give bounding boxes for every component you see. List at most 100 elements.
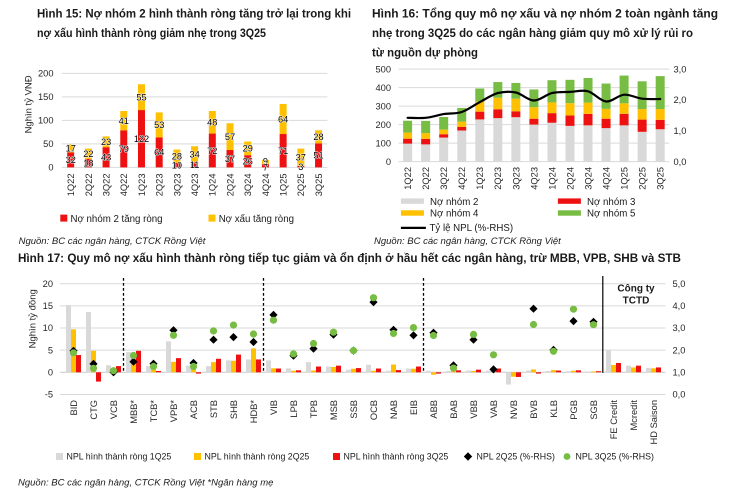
- svg-text:4Q23: 4Q23: [529, 167, 539, 190]
- svg-text:2Q23: 2Q23: [493, 167, 503, 190]
- svg-text:Nghìn tỷ đồng: Nghìn tỷ đồng: [28, 289, 39, 348]
- svg-text:1Q25: 1Q25: [279, 174, 289, 197]
- svg-text:TCB*: TCB*: [149, 400, 159, 423]
- svg-text:TPB: TPB: [309, 400, 319, 418]
- svg-text:Nghìn tỷ VNĐ: Nghìn tỷ VNĐ: [24, 75, 35, 133]
- svg-text:SHB: SHB: [229, 400, 239, 419]
- svg-text:KLB: KLB: [549, 400, 559, 418]
- svg-text:Nợ nhóm 5: Nợ nhóm 5: [587, 209, 635, 220]
- svg-text:1,0: 1,0: [674, 126, 687, 136]
- svg-text:1Q23: 1Q23: [137, 174, 147, 197]
- svg-text:HDB*: HDB*: [249, 400, 259, 424]
- svg-text:48: 48: [207, 118, 217, 128]
- svg-text:4Q23: 4Q23: [190, 174, 200, 197]
- svg-text:VIB: VIB: [269, 400, 279, 415]
- svg-text:17: 17: [66, 144, 76, 154]
- svg-text:3Q23: 3Q23: [172, 174, 182, 197]
- svg-text:FE Credit: FE Credit: [609, 400, 619, 440]
- svg-text:ABB: ABB: [429, 400, 439, 419]
- svg-text:22: 22: [83, 149, 93, 159]
- svg-text:Nợ xấu tăng ròng: Nợ xấu tăng ròng: [219, 214, 294, 225]
- svg-text:2Q24: 2Q24: [225, 174, 235, 197]
- svg-text:NPL 3Q25 (%-RHS): NPL 3Q25 (%-RHS): [576, 452, 654, 462]
- svg-text:23: 23: [101, 137, 111, 147]
- svg-text:10: 10: [172, 160, 182, 170]
- svg-text:EIB: EIB: [409, 400, 419, 415]
- svg-text:Hình 15: Nợ nhóm 2 hình thành: Hình 15: Nợ nhóm 2 hình thành ròng tăng …: [37, 7, 351, 21]
- svg-text:BVB: BVB: [529, 400, 539, 419]
- svg-text:VBB: VBB: [469, 400, 479, 419]
- svg-text:4,0: 4,0: [673, 301, 686, 311]
- svg-text:3Q25: 3Q25: [656, 167, 666, 190]
- svg-text:300: 300: [375, 101, 391, 111]
- svg-text:Nguồn: BC các ngân hàng, CTCK: Nguồn: BC các ngân hàng, CTCK Rồng Việt: [19, 236, 206, 247]
- svg-text:79: 79: [119, 144, 129, 154]
- svg-text:3: 3: [298, 162, 303, 172]
- svg-text:2,0: 2,0: [674, 95, 687, 105]
- svg-text:3Q22: 3Q22: [439, 167, 449, 190]
- svg-text:41: 41: [119, 116, 129, 126]
- svg-text:0: 0: [48, 368, 53, 378]
- svg-text:28: 28: [172, 151, 182, 161]
- svg-text:4Q24: 4Q24: [602, 167, 612, 190]
- svg-text:57: 57: [225, 132, 235, 142]
- svg-text:55: 55: [136, 92, 146, 102]
- svg-text:64: 64: [278, 114, 288, 124]
- svg-text:Hình 16: Tổng quy mô nợ xấu và: Hình 16: Tổng quy mô nợ xấu và nợ nhóm 2…: [372, 7, 718, 21]
- svg-text:5: 5: [48, 345, 53, 355]
- svg-text:NVB: NVB: [509, 400, 519, 419]
- svg-text:0,0: 0,0: [674, 157, 687, 167]
- svg-text:7: 7: [263, 163, 268, 173]
- svg-text:TCTD: TCTD: [623, 296, 650, 307]
- svg-text:1Q24: 1Q24: [547, 167, 557, 190]
- svg-text:3Q25: 3Q25: [314, 174, 324, 197]
- svg-text:1Q22: 1Q22: [403, 167, 413, 190]
- svg-text:-5: -5: [45, 390, 53, 400]
- svg-text:MSB: MSB: [329, 400, 339, 420]
- svg-text:2Q24: 2Q24: [565, 167, 575, 190]
- svg-text:SSB: SSB: [349, 400, 359, 419]
- svg-text:SGB: SGB: [589, 400, 599, 420]
- svg-text:53: 53: [154, 120, 164, 130]
- svg-text:11: 11: [190, 160, 200, 170]
- svg-text:CTG: CTG: [89, 400, 99, 420]
- svg-text:MBB*: MBB*: [129, 400, 139, 424]
- svg-text:3,0: 3,0: [674, 64, 687, 74]
- svg-text:BAB: BAB: [449, 400, 459, 419]
- svg-text:3Q24: 3Q24: [583, 167, 593, 190]
- svg-text:1Q25: 1Q25: [620, 167, 630, 190]
- svg-text:37: 37: [296, 153, 306, 163]
- svg-text:10: 10: [43, 323, 53, 333]
- svg-text:HD Saison: HD Saison: [649, 400, 659, 444]
- svg-text:Nguồn: BC các ngân hàng, CTCK: Nguồn: BC các ngân hàng, CTCK Rồng Việt: [374, 236, 561, 247]
- svg-text:NPL hình thành ròng 2Q25: NPL hình thành ròng 2Q25: [205, 452, 310, 462]
- svg-text:100: 100: [38, 116, 54, 126]
- svg-text:VPB*: VPB*: [169, 400, 179, 423]
- svg-text:71: 71: [278, 146, 288, 156]
- svg-text:9: 9: [263, 156, 268, 166]
- svg-text:Nợ nhóm 2: Nợ nhóm 2: [430, 197, 478, 208]
- svg-text:34: 34: [189, 150, 199, 160]
- svg-text:1Q23: 1Q23: [475, 167, 485, 190]
- svg-text:NAB: NAB: [389, 400, 399, 419]
- svg-text:2Q25: 2Q25: [296, 174, 306, 197]
- svg-text:từ nguồn dự phòng: từ nguồn dự phòng: [372, 46, 478, 60]
- svg-text:LPB: LPB: [289, 400, 299, 418]
- svg-text:2Q25: 2Q25: [638, 167, 648, 190]
- svg-text:Nguồn: BC các ngân hàng, CTCK: Nguồn: BC các ngân hàng, CTCK Rồng Việt …: [18, 478, 273, 489]
- svg-text:PGB: PGB: [569, 400, 579, 420]
- svg-text:26: 26: [243, 157, 253, 167]
- svg-text:3,0: 3,0: [673, 323, 686, 333]
- svg-text:Nợ nhóm 2 tăng ròng: Nợ nhóm 2 tăng ròng: [71, 214, 163, 225]
- svg-text:Công ty: Công ty: [617, 284, 655, 295]
- svg-text:1Q22: 1Q22: [66, 174, 76, 197]
- svg-text:0: 0: [48, 163, 53, 173]
- svg-text:200: 200: [38, 69, 54, 79]
- svg-text:VCB: VCB: [109, 400, 119, 419]
- svg-text:2Q22: 2Q22: [84, 174, 94, 197]
- svg-text:2Q23: 2Q23: [155, 174, 165, 197]
- svg-text:Mcredit: Mcredit: [629, 400, 639, 431]
- svg-text:4Q24: 4Q24: [261, 174, 271, 197]
- svg-text:1Q24: 1Q24: [208, 174, 218, 197]
- svg-text:STB: STB: [209, 400, 219, 418]
